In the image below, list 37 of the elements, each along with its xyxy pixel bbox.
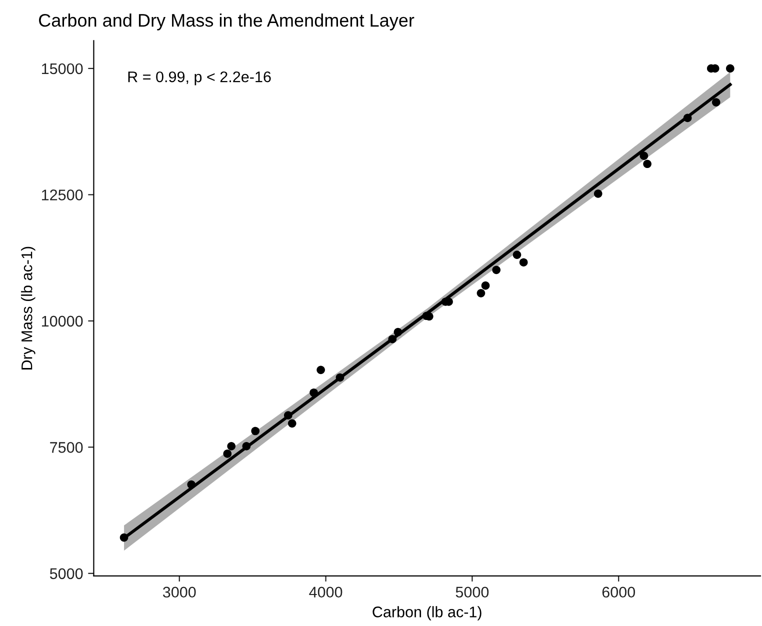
point [519,258,528,267]
point [251,426,260,436]
y-tick-label: 5000 [50,568,83,580]
y-tick-label: 10000 [42,316,83,327]
point [594,190,602,198]
point [512,250,522,259]
point [712,98,720,106]
chart-title: Carbon and Dry Mass in the Amendment Layer [39,13,414,30]
x-tick-label: 4000 [309,586,342,598]
point [310,388,318,397]
y-tick-label: 12500 [42,190,83,200]
point [726,64,734,73]
point [227,442,236,450]
y-tick-label: 15000 [42,63,83,74]
point [223,450,232,458]
point [492,266,501,274]
point [242,442,251,450]
x-tick-label: 5000 [456,586,489,598]
x-tick-label: 6000 [602,586,636,598]
point [120,533,128,542]
point [316,366,325,374]
point [643,160,652,168]
point [394,328,402,336]
point [640,152,648,160]
x-tick-label: 3000 [162,586,196,598]
point [284,411,292,420]
annotation: R = 0.99, p < 2.2e-16 [128,71,271,86]
point [336,373,344,382]
point [683,114,692,122]
point [388,334,397,344]
point [481,281,490,290]
point [187,480,196,489]
x-axis-title: Carbon (lb ac-1) [372,606,482,620]
y-axis-title: Dry Mass (lb ac-1) [21,246,36,370]
point [476,288,486,298]
point [288,419,296,428]
y-tick-label: 7500 [50,442,83,453]
